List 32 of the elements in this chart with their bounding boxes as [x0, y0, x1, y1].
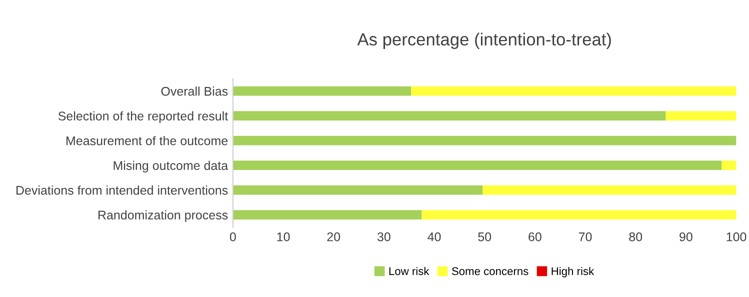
bar	[232, 111, 666, 121]
bar	[422, 210, 736, 220]
legend-label: Some concerns	[452, 267, 528, 276]
x-tick-label: 90	[680, 232, 692, 242]
bar	[232, 86, 412, 96]
x-tick-label: 60	[528, 232, 542, 242]
bar	[411, 86, 736, 96]
bar	[232, 160, 722, 170]
chart-title: As percentage (intention-to-treat)	[357, 32, 611, 49]
legend-label: Low risk	[389, 266, 430, 276]
y-tick-label: Overall Bias	[161, 86, 228, 96]
x-tick-label: 40	[428, 232, 441, 242]
y-tick-label: Measurement of the outcome	[66, 136, 228, 146]
x-tick-label: 100	[726, 232, 746, 242]
x-tick-label: 80	[629, 232, 642, 242]
bar	[232, 185, 483, 195]
bar	[666, 111, 736, 121]
bar	[482, 185, 736, 195]
bar	[232, 136, 736, 146]
x-tick-label: 70	[578, 232, 592, 242]
bar	[232, 210, 422, 220]
bar	[722, 160, 736, 170]
y-tick-label: Mising outcome data	[114, 160, 228, 172]
y-tick-label: Selection of the reported result	[58, 111, 228, 123]
x-tick-label: 50	[478, 232, 492, 242]
x-tick-label: 0	[230, 232, 236, 242]
x-tick-label: 10	[277, 232, 290, 242]
x-tick-label: 20	[327, 232, 340, 242]
legend-label: High risk	[552, 266, 594, 278]
y-tick-label: Deviations from intended interventions	[16, 186, 228, 195]
y-tick-label: Randomization process	[98, 210, 228, 222]
x-tick-label: 30	[377, 232, 390, 242]
